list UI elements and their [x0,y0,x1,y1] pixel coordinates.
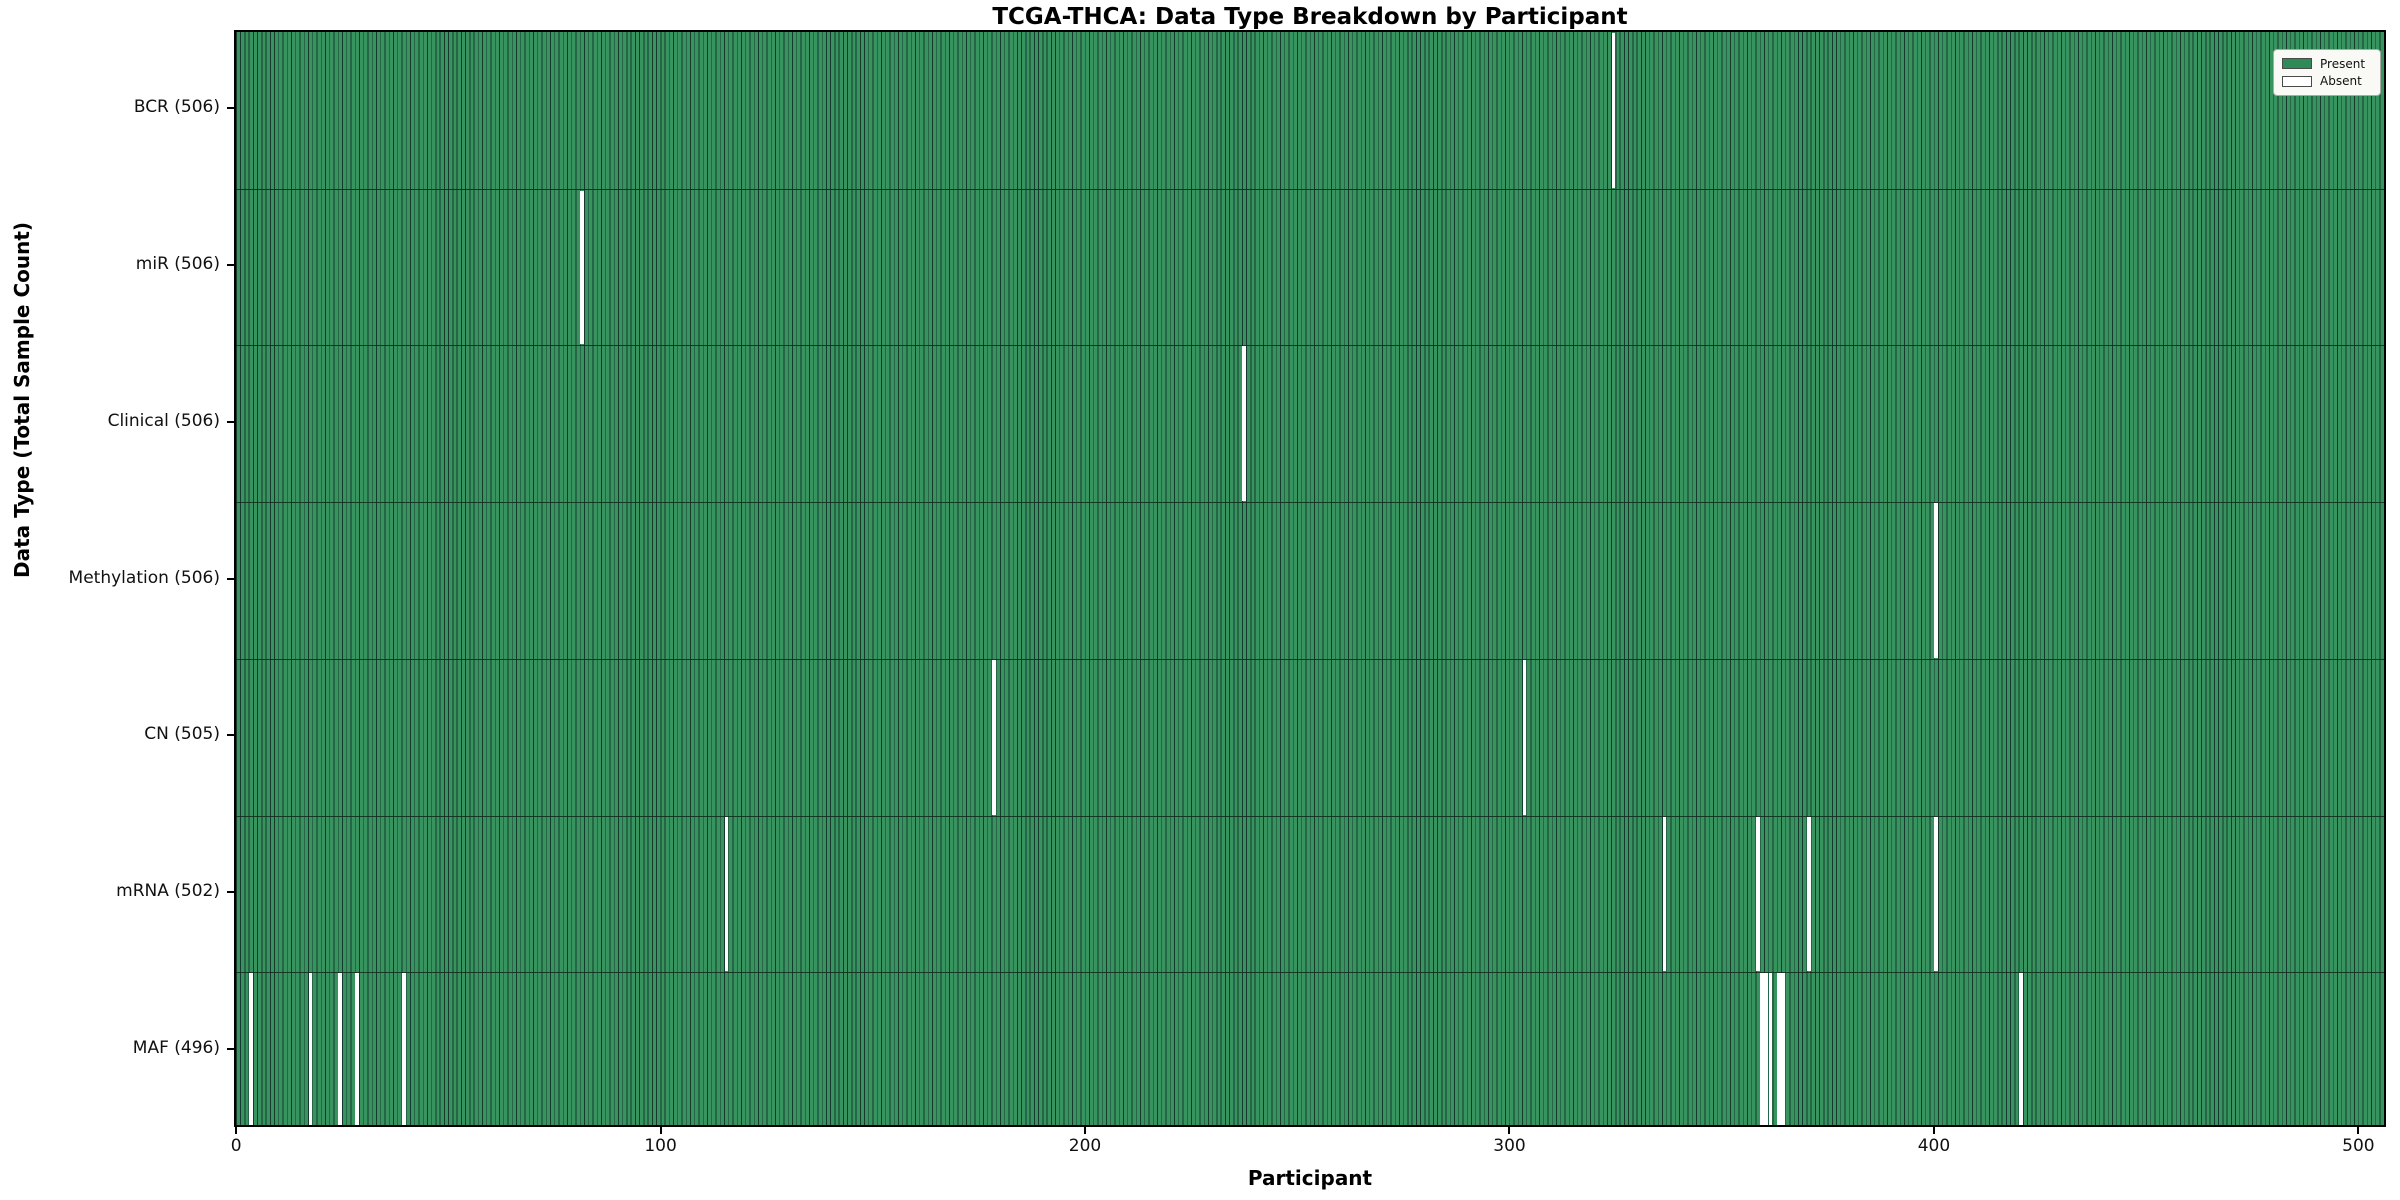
absent-gap [1777,973,1781,1125]
absent-gap [355,973,359,1125]
y-tick-label-MAF: MAF (496) [132,1037,220,1058]
row-separator [236,502,2384,504]
x-tick-mark [659,1127,662,1134]
chart-title: TCGA-THCA: Data Type Breakdown by Partic… [992,4,1628,30]
y-tick-mark [227,264,234,267]
y-tick-mark [227,577,234,580]
absent-gap [1806,816,1811,972]
absent-gap [1934,816,1938,972]
y-tick-label-CN: CN (505) [144,724,220,745]
legend: Present Absent [2273,49,2381,96]
row-MAF [236,972,2384,1125]
absent-gap [1781,973,1786,1125]
row-separator [236,658,2384,660]
row-CN [236,658,2384,816]
x-tick-mark [2357,1127,2360,1134]
absent-gap [991,659,996,815]
legend-label-present: Present [2320,56,2366,71]
row-separator [236,815,2384,817]
present-swatch [2282,58,2312,70]
y-tick-label-BCR: BCR (506) [133,97,220,118]
x-tick-mark [1084,1127,1087,1134]
absent-gap [1242,346,1246,502]
x-tick-mark [235,1127,238,1134]
absent-gap [249,973,253,1125]
x-tick-label: 400 [1917,1136,1951,1156]
absent-gap [1760,973,1764,1125]
absent-gap [580,190,584,345]
absent-gap [308,973,313,1125]
absent-gap [724,816,729,972]
row-mRNA [236,815,2384,973]
absent-gap [2019,973,2023,1125]
y-tick-mark [227,734,234,737]
absent-gap [1768,973,1773,1125]
absent-gap [1755,816,1760,972]
row-separator [236,345,2384,347]
absent-gap [1611,33,1616,188]
x-tick-label: 300 [1493,1136,1526,1156]
y-tick-label-Clinical: Clinical (506) [107,410,220,431]
y-tick-mark [227,890,234,893]
legend-entry-absent: Absent [2282,75,2372,87]
row-Methylation [236,502,2384,659]
row-separator [236,188,2384,190]
x-tick-label: 500 [2342,1136,2375,1156]
x-tick-label: 0 [230,1136,242,1156]
y-tick-label-mRNA: mRNA (502) [116,880,220,901]
absent-gap [1662,816,1667,972]
row-separator [236,972,2384,974]
y-tick-label-miR: miR (506) [135,254,220,275]
absent-gap [1522,659,1527,815]
y-tick-label-Methylation: Methylation (506) [68,567,220,588]
legend-label-absent: Absent [2320,74,2362,89]
y-tick-mark [227,1047,234,1050]
x-tick-mark [1932,1127,1935,1134]
row-Clinical [236,345,2384,503]
absent-gap [1934,503,1938,658]
absent-gap [401,973,406,1125]
x-axis-label: Participant [1247,1166,1373,1190]
row-miR [236,188,2384,346]
row-BCR [236,32,2384,189]
x-tick-label: 200 [1068,1136,1102,1156]
x-tick-label: 100 [644,1136,677,1156]
absent-swatch [2282,75,2312,87]
absent-gap [1764,973,1769,1125]
absent-gap [338,973,342,1125]
plot-area: Present Absent [234,30,2386,1127]
x-tick-mark [1508,1127,1511,1134]
legend-entry-present: Present [2282,58,2372,70]
y-tick-mark [227,107,234,110]
y-tick-mark [227,420,234,423]
